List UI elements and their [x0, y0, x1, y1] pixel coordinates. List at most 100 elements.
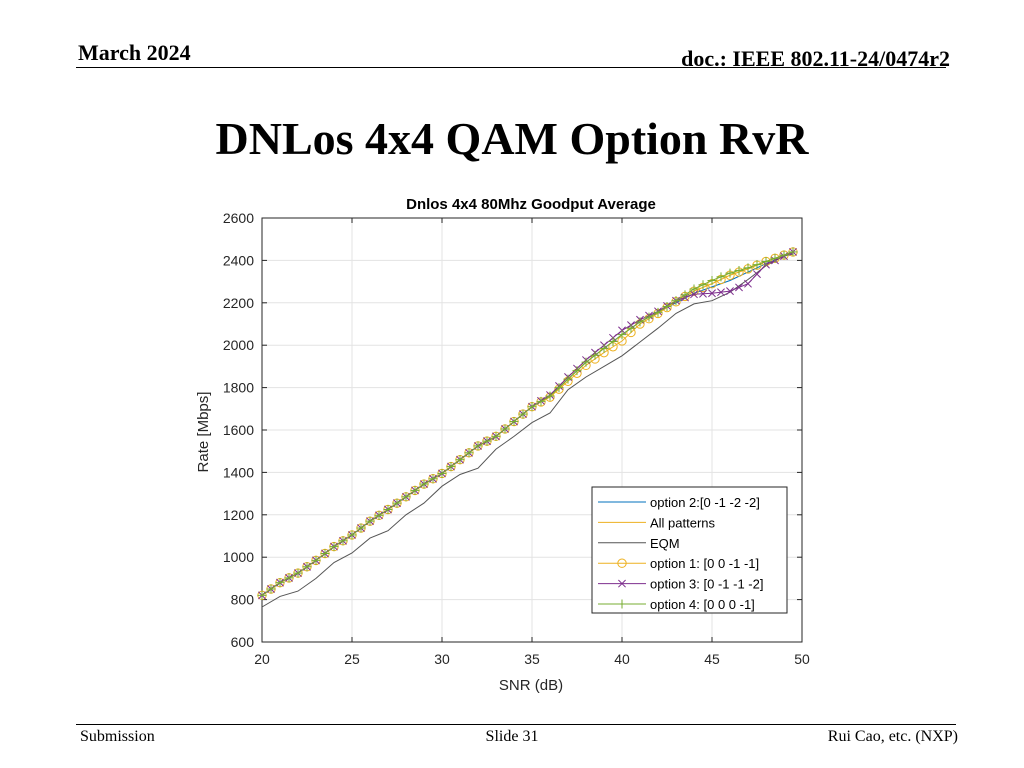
axis-ticks: 20 25 30 35 40 45 50 600 800 1000 1200 1400 1600 1800…: [223, 210, 810, 667]
marker-stroke: [717, 288, 725, 297]
series-point: [311, 555, 321, 565]
series-point: [383, 505, 393, 514]
series-line: [261, 253, 794, 608]
series-point: [761, 256, 771, 266]
chart-title: Dnlos 4x4 80Mhz Goodput Average: [406, 196, 656, 213]
series-point: [419, 479, 429, 489]
series-point: [753, 270, 761, 279]
series-point: [329, 542, 339, 552]
series-point: [527, 402, 537, 412]
series-point: [626, 323, 636, 333]
series-point: [581, 357, 591, 367]
y-tick-label: 2400: [223, 252, 254, 268]
series-point: [698, 280, 708, 290]
series-point: [500, 424, 510, 434]
series-point: [689, 284, 699, 294]
series-point: [545, 391, 555, 401]
legend-label: option 2:[0 -1 -2 -2]: [650, 495, 760, 510]
legend-swatch-marker: [618, 579, 626, 588]
series-point: [428, 474, 438, 484]
series-point: [644, 312, 654, 322]
series-point: [572, 366, 582, 376]
series-point: [699, 289, 707, 298]
y-tick-label: 1400: [223, 464, 254, 480]
legend-label: option 3: [0 -1 -1 -2]: [650, 577, 763, 592]
x-axis-label: SNR (dB): [499, 677, 563, 694]
y-tick-label: 600: [231, 634, 255, 650]
x-tick-label: 25: [344, 651, 360, 667]
series-point: [392, 498, 402, 508]
legend-label: All patterns: [650, 515, 716, 530]
series-point: [743, 263, 753, 273]
series-point: [734, 265, 744, 275]
legend-box: [591, 486, 788, 614]
series-point: [599, 343, 609, 353]
series-point: [365, 516, 375, 526]
series-point: [726, 287, 734, 296]
footer-submission: Submission: [80, 728, 155, 745]
series-point: [455, 455, 465, 465]
marker-stroke: [753, 270, 761, 279]
series-point: [708, 289, 716, 298]
y-tick-label: 2600: [223, 210, 254, 226]
series-point: [518, 409, 528, 419]
series-point: [338, 536, 348, 546]
marker-stroke: [708, 289, 716, 298]
y-axis-label: Rate [Mbps]: [195, 392, 212, 473]
series-5: [257, 247, 798, 600]
series-point: [716, 272, 726, 282]
legend-label: EQM: [650, 536, 680, 551]
series-point: [473, 441, 483, 451]
series-point: [653, 307, 663, 317]
slide-title: DNLos 4x4 QAM Option RvR: [215, 113, 809, 164]
series-point: [779, 250, 789, 260]
series-point: [590, 350, 600, 360]
series-point: [770, 253, 780, 263]
series-point: [671, 296, 681, 306]
chart-legend: option 2:[0 -1 -2 -2] All patterns EQM opti…: [591, 486, 788, 614]
y-tick-label: 1200: [223, 507, 254, 523]
series-point: [347, 530, 357, 540]
series-point: [509, 417, 519, 427]
series-point: [293, 568, 303, 578]
y-tick-label: 1000: [223, 549, 254, 565]
series-point: [302, 562, 312, 572]
marker-stroke: [726, 287, 734, 296]
series-point: [563, 374, 573, 384]
series-point: [788, 247, 798, 257]
series-point: [725, 268, 735, 278]
goodput-chart: 20 25 30 35 40 45 50 600 800 1000 1200 1400 1600 1800…: [195, 196, 810, 694]
series-point: [320, 548, 330, 558]
series-2: [261, 253, 794, 608]
y-tick-label: 800: [231, 592, 255, 608]
chart-grid: [261, 217, 803, 643]
marker-stroke: [699, 289, 707, 298]
x-tick-label: 40: [614, 651, 630, 667]
series-point: [680, 290, 690, 300]
series-point: [491, 431, 501, 441]
series-point: [257, 590, 267, 600]
legend-entry-5: option 4: [0 0 0 -1]: [598, 597, 755, 612]
series-point: [401, 492, 411, 502]
series-point: [446, 462, 456, 472]
y-tick-label: 2000: [223, 337, 254, 353]
chart-series: [257, 247, 798, 608]
x-tick-label: 50: [794, 651, 810, 667]
series-point: [635, 317, 645, 327]
series-point: [608, 336, 618, 346]
legend-entry-3: option 1: [0 0 -1 -1]: [598, 556, 759, 571]
header-rule: [76, 67, 946, 68]
series-point: [410, 485, 420, 495]
marker-stroke: [735, 283, 743, 292]
y-tick-label: 1600: [223, 422, 254, 438]
series-point: [536, 396, 546, 406]
series-point: [374, 510, 384, 520]
series-point: [744, 279, 752, 288]
y-tick-label: 2200: [223, 295, 254, 311]
series-point: [752, 260, 762, 270]
y-tick-label: 1800: [223, 380, 254, 396]
series-point: [356, 523, 366, 533]
series-point: [284, 573, 294, 583]
series-point: [735, 283, 743, 292]
x-tick-label: 45: [704, 651, 720, 667]
